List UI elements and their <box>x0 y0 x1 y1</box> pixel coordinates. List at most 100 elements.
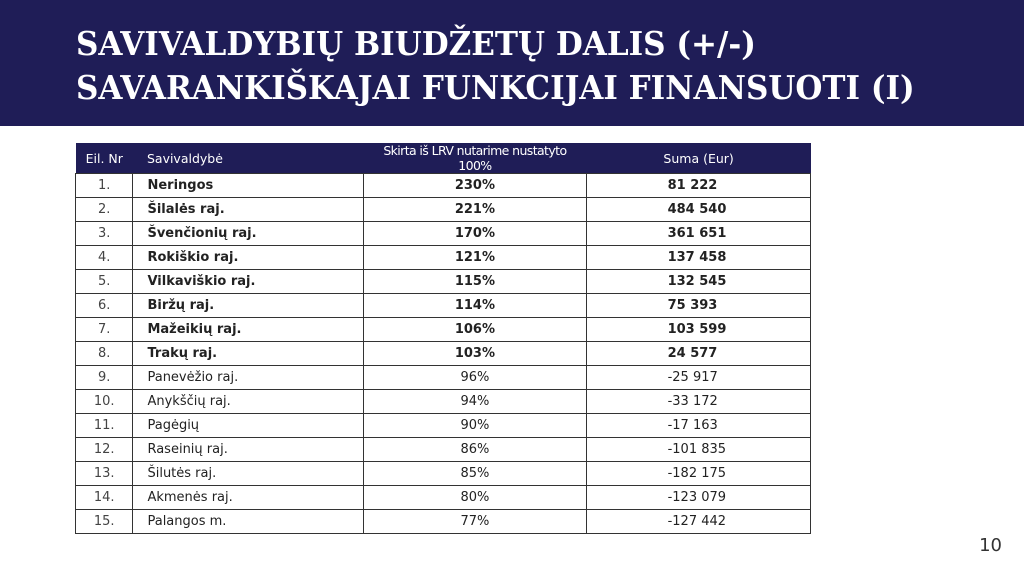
table-header-row: Eil. Nr Savivaldybė Skirta iš LRV nutari… <box>75 143 811 174</box>
municipality-name: Biržų raj. <box>132 293 364 318</box>
slide-title-line-1: SAVIVALDYBIŲ BIUDŽETŲ DALIS (+/-) <box>76 24 756 63</box>
sum-value: -101 835 <box>586 437 811 462</box>
row-number: 1. <box>74 173 134 198</box>
municipality-name: Panevėžio raj. <box>132 365 364 390</box>
table-row: 1. Neringos 230% 81 222 <box>74 173 811 198</box>
header-nr: Eil. Nr <box>75 143 133 174</box>
percentage-value: 94% <box>362 389 588 414</box>
percentage-value: 77% <box>362 509 588 534</box>
table-row: 9. Panevėžio raj. 96% -25 917 <box>74 365 811 390</box>
sum-value: 24 577 <box>586 341 811 366</box>
table-row: 13. Šilutės raj. 85% -182 175 <box>74 461 811 486</box>
table-row: 14. Akmenės raj. 80% -123 079 <box>74 485 811 510</box>
percentage-value: 103% <box>362 341 588 366</box>
row-number: 7. <box>74 317 134 342</box>
percentage-value: 85% <box>362 461 588 486</box>
municipality-name: Trakų raj. <box>132 341 364 366</box>
sum-value: 103 599 <box>586 317 811 342</box>
table-row: 5. Vilkaviškio raj. 115% 132 545 <box>74 269 811 294</box>
row-number: 13. <box>74 461 134 486</box>
row-number: 3. <box>74 221 134 246</box>
percentage-value: 86% <box>362 437 588 462</box>
sum-value: 137 458 <box>586 245 811 270</box>
row-number: 6. <box>74 293 134 318</box>
sum-value: 81 222 <box>586 173 811 198</box>
title-banner: SAVIVALDYBIŲ BIUDŽETŲ DALIS (+/-) SAVARA… <box>0 0 1024 126</box>
municipality-name: Švenčionių raj. <box>132 221 364 246</box>
percentage-value: 230% <box>362 173 588 198</box>
sum-value: -25 917 <box>586 365 811 390</box>
budget-table: Eil. Nr Savivaldybė Skirta iš LRV nutari… <box>74 143 811 534</box>
sum-text: -182 175 <box>667 466 727 481</box>
row-number: 10. <box>74 389 134 414</box>
municipality-name: Mažeikių raj. <box>132 317 364 342</box>
sum-text: 103 599 <box>667 322 727 337</box>
percentage-value: 115% <box>362 269 588 294</box>
percentage-value: 80% <box>362 485 588 510</box>
table-row: 7. Mažeikių raj. 106% 103 599 <box>74 317 811 342</box>
header-percentage: Skirta iš LRV nutarime nustatyto 100% <box>363 143 587 174</box>
sum-text: 137 458 <box>667 250 727 265</box>
header-sum: Suma (Eur) <box>586 143 811 174</box>
sum-text: 81 222 <box>667 178 718 193</box>
sum-text: 484 540 <box>667 202 727 217</box>
percentage-value: 221% <box>362 197 588 222</box>
sum-text: -33 172 <box>667 394 718 409</box>
row-number: 2. <box>74 197 134 222</box>
sum-text: 361 651 <box>667 226 727 241</box>
table-row: 3. Švenčionių raj. 170% 361 651 <box>74 221 811 246</box>
sum-text: 75 393 <box>667 298 718 313</box>
percentage-value: 96% <box>362 365 588 390</box>
table-row: 12. Raseinių raj. 86% -101 835 <box>74 437 811 462</box>
slide-title-line-2: SAVARANKIŠKAJAI FUNKCIJAI FINANSUOTI (I) <box>76 68 915 107</box>
percentage-value: 170% <box>362 221 588 246</box>
percentage-value: 121% <box>362 245 588 270</box>
slide-title: SAVIVALDYBIŲ BIUDŽETŲ DALIS (+/-) SAVARA… <box>76 22 968 110</box>
sum-value: 75 393 <box>586 293 811 318</box>
page-number: 10 <box>979 535 1002 556</box>
municipality-name: Neringos <box>132 173 364 198</box>
percentage-value: 90% <box>362 413 588 438</box>
municipality-name: Palangos m. <box>132 509 364 534</box>
sum-text: -101 835 <box>667 442 727 457</box>
municipality-name: Akmenės raj. <box>132 485 364 510</box>
row-number: 8. <box>74 341 134 366</box>
sum-value: 132 545 <box>586 269 811 294</box>
row-number: 11. <box>74 413 134 438</box>
table-row: 11. Pagėgių 90% -17 163 <box>74 413 811 438</box>
percentage-value: 114% <box>362 293 588 318</box>
sum-text: 24 577 <box>667 346 718 361</box>
table-row: 2. Šilalės raj. 221% 484 540 <box>74 197 811 222</box>
table-row: 6. Biržų raj. 114% 75 393 <box>74 293 811 318</box>
table-row: 10. Anykščių raj. 94% -33 172 <box>74 389 811 414</box>
row-number: 12. <box>74 437 134 462</box>
sum-value: -17 163 <box>586 413 811 438</box>
sum-value: -182 175 <box>586 461 811 486</box>
table-row: 15. Palangos m. 77% -127 442 <box>74 509 811 534</box>
row-number: 14. <box>74 485 134 510</box>
sum-text: -123 079 <box>667 490 727 505</box>
row-number: 9. <box>74 365 134 390</box>
percentage-value: 106% <box>362 317 588 342</box>
row-number: 5. <box>74 269 134 294</box>
municipality-name: Vilkaviškio raj. <box>132 269 364 294</box>
row-number: 4. <box>74 245 134 270</box>
table-row: 4. Rokiškio raj. 121% 137 458 <box>74 245 811 270</box>
table-row: 8. Trakų raj. 103% 24 577 <box>74 341 811 366</box>
sum-text: -17 163 <box>667 418 718 433</box>
sum-value: -123 079 <box>586 485 811 510</box>
municipality-name: Rokiškio raj. <box>132 245 364 270</box>
municipality-name: Anykščių raj. <box>132 389 364 414</box>
sum-value: -127 442 <box>586 509 811 534</box>
sum-text: 132 545 <box>667 274 727 289</box>
sum-value: 484 540 <box>586 197 811 222</box>
municipality-name: Raseinių raj. <box>132 437 364 462</box>
sum-text: -25 917 <box>667 370 718 385</box>
municipality-name: Šilalės raj. <box>132 197 364 222</box>
table-body: 1. Neringos 230% 81 222 2. Šilalės raj. 221% 48… <box>74 173 811 534</box>
row-number: 15. <box>74 509 134 534</box>
municipality-name: Pagėgių <box>132 413 364 438</box>
sum-value: 361 651 <box>586 221 811 246</box>
municipality-name: Šilutės raj. <box>132 461 364 486</box>
sum-value: -33 172 <box>586 389 811 414</box>
